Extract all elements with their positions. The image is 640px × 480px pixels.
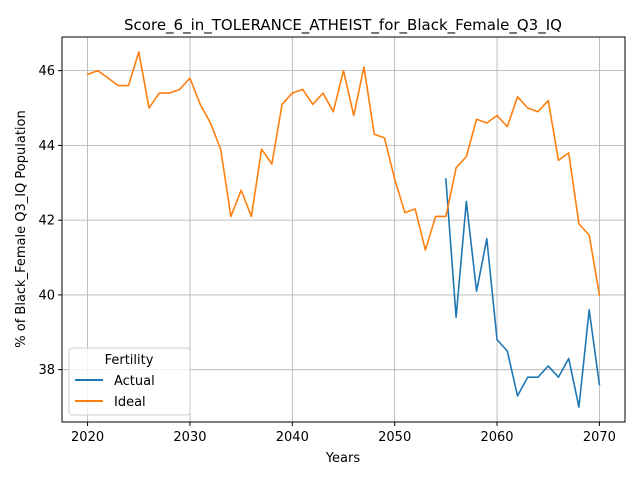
x-tick-label: 2040 xyxy=(276,430,309,445)
y-axis: 38 40 42 44 46 xyxy=(38,64,62,378)
x-tick-label: 2070 xyxy=(583,430,616,445)
legend-label-actual: Actual xyxy=(114,374,155,389)
x-tick-label: 2020 xyxy=(71,430,104,445)
y-tick-label: 38 xyxy=(38,363,55,378)
chart-title: Score_6_in_TOLERANCE_ATHEIST_for_Black_F… xyxy=(124,16,562,35)
legend-box xyxy=(68,347,191,416)
x-axis: 2020 2030 2040 2050 2060 2070 xyxy=(71,422,616,445)
y-tick-label: 46 xyxy=(38,64,55,79)
plot-frame xyxy=(61,36,626,423)
series-line-actual xyxy=(445,178,601,408)
series-layer xyxy=(86,51,601,408)
y-axis-label: % of Black_Female Q3_IQ Population xyxy=(14,110,29,347)
legend-title: Fertility xyxy=(105,353,154,368)
y-tick-label: 44 xyxy=(38,139,55,154)
legend: Fertility Actual Ideal xyxy=(68,347,191,416)
x-axis-label: Years xyxy=(325,451,361,466)
series-line-ideal xyxy=(86,51,601,296)
y-tick-label: 40 xyxy=(38,288,55,303)
legend-label-ideal: Ideal xyxy=(114,395,146,410)
x-tick-label: 2050 xyxy=(378,430,411,445)
x-tick-label: 2060 xyxy=(480,430,513,445)
y-tick-label: 42 xyxy=(38,214,55,229)
x-tick-label: 2030 xyxy=(173,430,206,445)
